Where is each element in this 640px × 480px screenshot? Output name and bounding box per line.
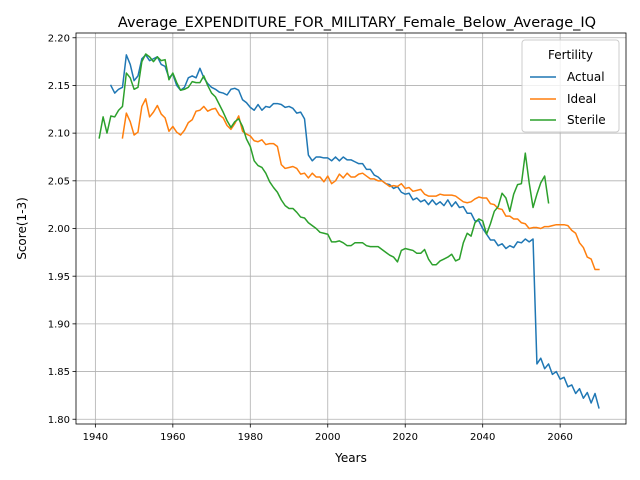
y-tick-label: 2.15 bbox=[48, 81, 70, 92]
y-tick-label: 1.80 bbox=[48, 415, 70, 426]
x-tick-label: 1940 bbox=[83, 432, 108, 443]
x-tick-label: 2000 bbox=[315, 432, 340, 443]
x-axis-label: Years bbox=[334, 451, 367, 465]
y-tick-label: 1.85 bbox=[48, 367, 70, 378]
y-tick-label: 2.20 bbox=[48, 33, 70, 44]
legend: Fertility Actual Ideal Sterile bbox=[522, 40, 619, 132]
legend-label-actual: Actual bbox=[567, 70, 605, 84]
x-tick-label: 2060 bbox=[547, 432, 572, 443]
legend-label-sterile: Sterile bbox=[567, 113, 606, 127]
y-axis-label: Score(1-3) bbox=[15, 197, 29, 260]
y-tick-label: 2.10 bbox=[48, 129, 70, 140]
x-tick-label: 1980 bbox=[238, 432, 263, 443]
x-tick-label: 1960 bbox=[160, 432, 185, 443]
y-tick-label: 2.05 bbox=[48, 176, 70, 187]
y-tick-label: 1.90 bbox=[48, 319, 70, 330]
chart-title: Average_EXPENDITURE_FOR_MILITARY_Female_… bbox=[118, 15, 596, 31]
y-tick-label: 2.00 bbox=[48, 224, 70, 235]
y-tick-label: 1.95 bbox=[48, 272, 70, 283]
legend-title: Fertility bbox=[548, 48, 593, 62]
x-tick-label: 2020 bbox=[392, 432, 417, 443]
x-tick-label: 2040 bbox=[470, 432, 495, 443]
legend-label-ideal: Ideal bbox=[567, 92, 596, 106]
